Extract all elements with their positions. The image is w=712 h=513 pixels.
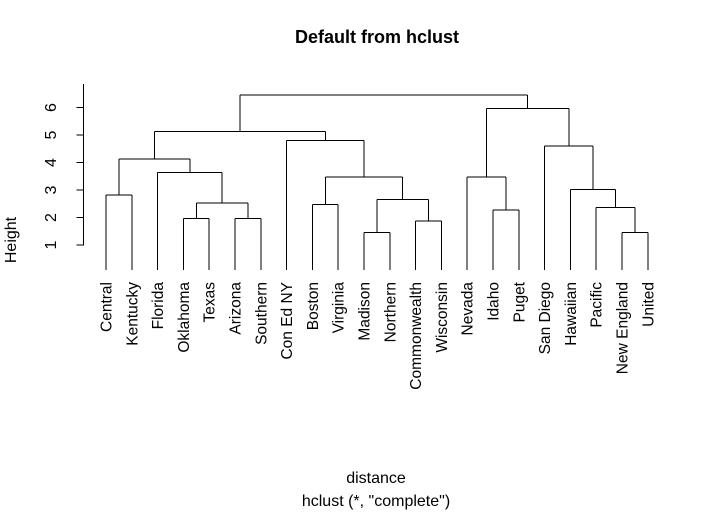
y-tick-label: 4 xyxy=(43,158,60,167)
leaf-label: Pacific xyxy=(589,282,606,328)
leaf-label: Puget xyxy=(511,281,528,322)
y-tick-label: 3 xyxy=(43,185,60,194)
leaf-label: Idaho xyxy=(486,282,503,321)
leaf-label: Central xyxy=(99,282,116,332)
leaf-label: Southern xyxy=(253,282,270,345)
leaf-label: Madison xyxy=(357,282,374,341)
leaf-label: Commonwealth xyxy=(408,282,425,390)
leaf-label: San Diego xyxy=(537,282,554,354)
y-tick-label: 5 xyxy=(43,130,60,139)
y-tick-label: 1 xyxy=(43,240,60,249)
leaf-label: Nevada xyxy=(460,282,477,336)
y-tick-label: 2 xyxy=(43,213,60,222)
chart-title: Default from hclust xyxy=(295,27,459,47)
hclust-subcaption: hclust (*, "complete") xyxy=(302,493,450,510)
leaf-label: United xyxy=(640,282,657,327)
leaf-label: Northern xyxy=(382,282,399,342)
y-tick-label: 6 xyxy=(43,103,60,112)
leaf-label: Florida xyxy=(150,282,167,330)
leaf-label: Virginia xyxy=(331,282,348,334)
dendrogram-tree xyxy=(105,94,649,270)
leaf-label: Wisconsin xyxy=(434,282,451,353)
leaf-label: Texas xyxy=(202,282,219,323)
leaf-label: Con Ed NY xyxy=(279,282,296,360)
leaf-label: New England xyxy=(615,282,632,374)
leaf-label: Oklahoma xyxy=(176,282,193,353)
leaf-label: Arizona xyxy=(228,282,245,335)
leaf-label: Kentucky xyxy=(124,282,141,346)
leaf-labels: Central Kentucky Florida Oklahoma Texas Arizo… xyxy=(99,281,658,389)
x-axis-label: distance xyxy=(346,470,406,487)
y-axis-label: Height xyxy=(3,216,20,263)
leaf-label: Hawaiian xyxy=(563,282,580,346)
y-axis: 1 2 3 4 5 6 xyxy=(43,84,84,249)
leaf-label: Boston xyxy=(305,282,322,330)
